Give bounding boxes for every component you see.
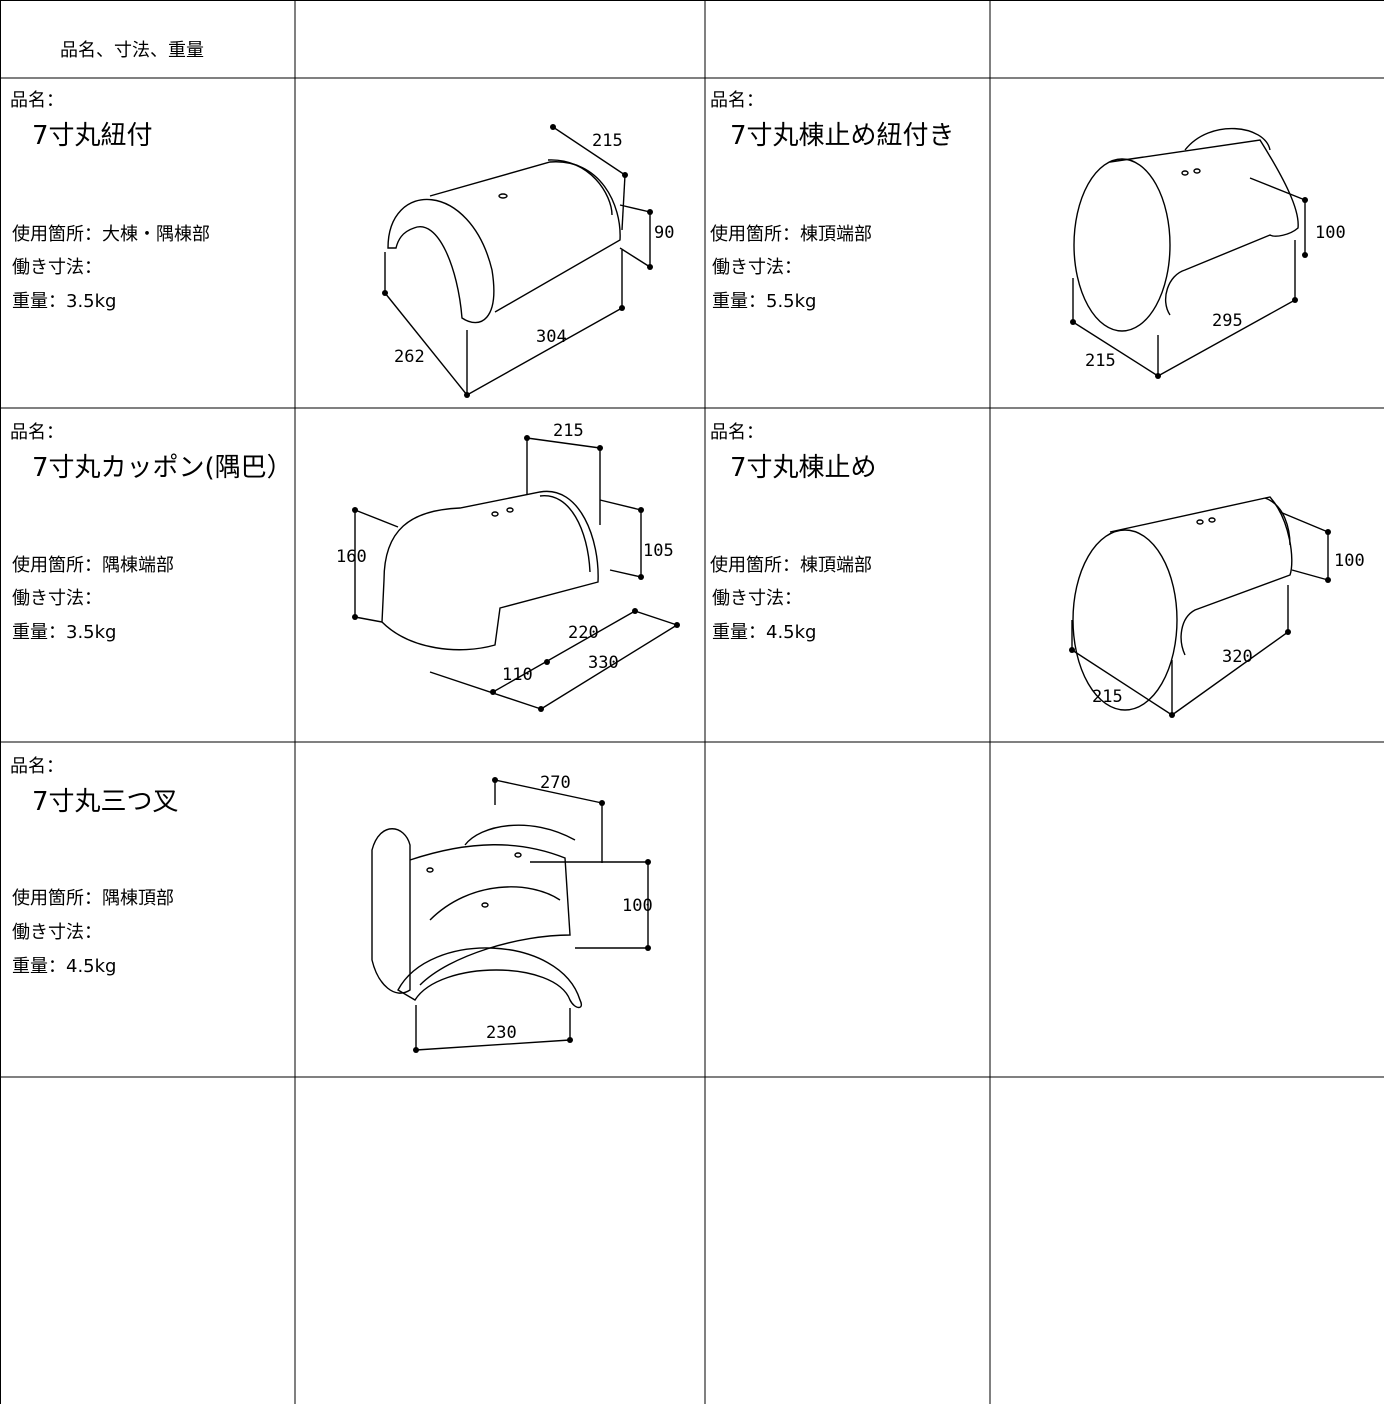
dimension: 220 [568,623,599,643]
work-size: 働き寸法： [12,588,102,609]
dimension: 160 [336,547,367,567]
name: 7寸丸紐付 [32,121,153,151]
name: 7寸丸三つ叉 [32,787,179,817]
label: 品名： [10,756,64,777]
dimension: 330 [588,653,619,673]
dimension: 270 [540,773,571,793]
dimension: 110 [502,665,533,685]
item-1-text: 品名： 7寸丸紐付 使用箇所：大棟・隅棟部 働き寸法： 重量：3.5kg [10,90,210,312]
work-size: 働き寸法： [12,257,102,278]
weight: 重量：3.5kg [12,622,116,643]
weight: 重量：3.5kg [12,291,116,312]
drawing-4: 100 320 215 [1069,496,1365,718]
dimension: 215 [553,421,584,441]
name: 7寸丸棟止め紐付き [730,121,955,151]
drawing-3: 215 160 105 220 330 110 [336,421,680,712]
dimension: 304 [536,327,567,347]
dimension: 215 [1085,351,1116,371]
dimension: 100 [1334,551,1365,571]
usage: 使用箇所：棟頂端部 [710,555,872,576]
dimension: 90 [654,223,674,243]
label: 品名： [10,90,64,111]
drawing-1: 215 90 304 262 [382,124,674,398]
dimension: 100 [1315,223,1346,243]
dimension: 295 [1212,311,1243,331]
drawing-5: 270 100 230 [371,773,653,1053]
drawing-2: 100 295 215 [1070,127,1346,379]
usage: 使用箇所：隅棟端部 [12,555,174,576]
dimension: 215 [592,131,623,151]
dimension: 262 [394,347,425,367]
item-3-text: 品名： 7寸丸カッポン(隅巴） 使用箇所：隅棟端部 働き寸法： 重量：3.5kg [10,422,293,643]
header-title: 品名、寸法、重量 [60,40,204,61]
dimension: 230 [486,1023,517,1043]
work-size: 働き寸法： [712,588,802,609]
usage: 使用箇所：隅棟頂部 [12,888,174,909]
name: 7寸丸棟止め [730,453,877,483]
item-5-text: 品名： 7寸丸三つ叉 使用箇所：隅棟頂部 働き寸法： 重量：4.5kg [10,756,179,977]
dimension: 320 [1222,647,1253,667]
dimension: 215 [1092,687,1123,707]
label: 品名： [10,422,64,443]
weight: 重量：4.5kg [12,956,116,977]
label: 品名： [710,90,764,111]
work-size: 働き寸法： [712,257,802,278]
name: 7寸丸カッポン(隅巴） [32,453,293,483]
weight: 重量：5.5kg [712,291,816,312]
item-2-text: 品名： 7寸丸棟止め紐付き 使用箇所：棟頂端部 働き寸法： 重量：5.5kg [710,90,955,312]
dimension: 105 [643,541,674,561]
dimension: 100 [622,896,653,916]
label: 品名： [710,422,764,443]
usage: 使用箇所：大棟・隅棟部 [12,224,210,245]
usage: 使用箇所：棟頂端部 [710,224,872,245]
work-size: 働き寸法： [12,922,102,943]
weight: 重量：4.5kg [712,622,816,643]
item-4-text: 品名： 7寸丸棟止め 使用箇所：棟頂端部 働き寸法： 重量：4.5kg [710,422,877,643]
